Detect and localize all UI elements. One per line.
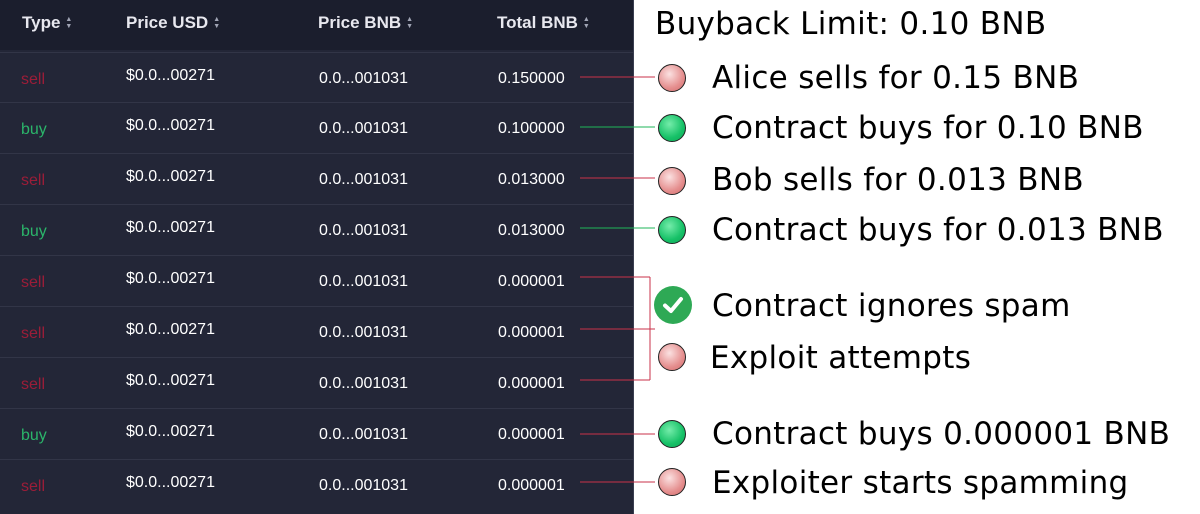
price-bnb-cell: 0.0...001031 bbox=[319, 222, 408, 239]
price-bnb-cell: 0.0...001031 bbox=[319, 171, 408, 188]
red-dot-icon bbox=[658, 167, 686, 195]
green-dot-icon bbox=[658, 114, 686, 142]
table-row[interactable]: buy $0.0...00271 0.0...001031 0.000001 bbox=[0, 408, 633, 460]
table-row[interactable]: sell $0.0...00271 0.0...001031 0.000001 bbox=[0, 357, 633, 409]
price-usd-cell: $0.0...00271 bbox=[126, 67, 215, 84]
annotation-text: Exploiter starts spamming bbox=[712, 465, 1129, 501]
total-bnb-cell: 0.013000 bbox=[498, 222, 565, 239]
price-usd-cell: $0.0...00271 bbox=[126, 168, 215, 185]
price-bnb-cell: 0.0...001031 bbox=[319, 120, 408, 137]
trade-type-cell: sell bbox=[21, 376, 46, 393]
column-header-price-usd[interactable]: Price USD ▲ ▼ bbox=[126, 13, 220, 33]
annotation-text: Contract buys for 0.10 BNB bbox=[712, 110, 1144, 146]
trade-type-cell: sell bbox=[21, 172, 46, 189]
price-bnb-cell: 0.0...001031 bbox=[319, 375, 408, 392]
column-header-label: Price BNB bbox=[318, 13, 402, 32]
total-bnb-cell: 0.013000 bbox=[498, 171, 565, 188]
price-usd-cell: $0.0...00271 bbox=[126, 423, 215, 440]
table-row[interactable]: buy $0.0...00271 0.0...001031 0.013000 bbox=[0, 204, 633, 256]
table-header: Type ▲ ▼ Price USD ▲ ▼ Price BNB ▲ ▼ Total … bbox=[0, 0, 633, 50]
table-row[interactable]: sell $0.0...00271 0.0...001031 0.000001 bbox=[0, 306, 633, 358]
price-usd-cell: $0.0...00271 bbox=[126, 372, 215, 389]
sort-icon[interactable]: ▲ ▼ bbox=[65, 16, 73, 30]
trade-history-table: Type ▲ ▼ Price USD ▲ ▼ Price BNB ▲ ▼ Total … bbox=[0, 0, 634, 514]
price-bnb-cell: 0.0...001031 bbox=[319, 70, 408, 87]
total-bnb-cell: 0.150000 bbox=[498, 70, 565, 87]
total-bnb-cell: 0.100000 bbox=[498, 120, 565, 137]
trade-type-cell: buy bbox=[21, 223, 47, 240]
table-row[interactable]: buy $0.0...00271 0.0...001031 0.100000 bbox=[0, 102, 633, 154]
trade-type-cell: sell bbox=[21, 478, 46, 495]
column-header-label: Price USD bbox=[126, 13, 209, 32]
price-bnb-cell: 0.0...001031 bbox=[319, 426, 408, 443]
trade-type-cell: buy bbox=[21, 121, 47, 138]
price-bnb-cell: 0.0...001031 bbox=[319, 324, 408, 341]
annotation-text: Contract buys 0.000001 BNB bbox=[712, 416, 1171, 452]
trade-type-cell: sell bbox=[21, 274, 46, 291]
red-dot-icon bbox=[658, 64, 686, 92]
annotation-text: Alice sells for 0.15 BNB bbox=[712, 60, 1080, 96]
price-bnb-cell: 0.0...001031 bbox=[319, 273, 408, 290]
trade-type-cell: sell bbox=[21, 71, 46, 88]
price-usd-cell: $0.0...00271 bbox=[126, 321, 215, 338]
column-header-label: Total BNB bbox=[497, 13, 578, 32]
table-row[interactable]: sell $0.0...00271 0.0...001031 0.013000 bbox=[0, 153, 633, 205]
sort-icon[interactable]: ▲ ▼ bbox=[582, 16, 590, 30]
table-row[interactable]: sell $0.0...00271 0.0...001031 0.000001 bbox=[0, 459, 633, 511]
total-bnb-cell: 0.000001 bbox=[498, 273, 565, 290]
trade-type-cell: buy bbox=[21, 427, 47, 444]
red-dot-icon bbox=[658, 343, 686, 371]
trade-type-cell: sell bbox=[21, 325, 46, 342]
green-dot-icon bbox=[658, 420, 686, 448]
price-usd-cell: $0.0...00271 bbox=[126, 474, 215, 491]
check-icon bbox=[654, 286, 692, 324]
total-bnb-cell: 0.000001 bbox=[498, 426, 565, 443]
total-bnb-cell: 0.000001 bbox=[498, 477, 565, 494]
column-header-type[interactable]: Type ▲ ▼ bbox=[22, 13, 72, 33]
total-bnb-cell: 0.000001 bbox=[498, 375, 565, 392]
red-dot-icon bbox=[658, 468, 686, 496]
column-header-price-bnb[interactable]: Price BNB ▲ ▼ bbox=[318, 13, 413, 33]
annotation-text: Bob sells for 0.013 BNB bbox=[712, 162, 1084, 198]
sort-icon[interactable]: ▲ ▼ bbox=[406, 16, 414, 30]
table-row[interactable]: sell $0.0...00271 0.0...001031 0.150000 bbox=[0, 52, 633, 104]
total-bnb-cell: 0.000001 bbox=[498, 324, 565, 341]
sort-icon[interactable]: ▲ ▼ bbox=[213, 16, 221, 30]
annotation-text: Contract buys for 0.013 BNB bbox=[712, 212, 1164, 248]
annotation-text: Exploit attempts bbox=[710, 340, 972, 376]
price-usd-cell: $0.0...00271 bbox=[126, 219, 215, 236]
column-header-label: Type bbox=[22, 13, 61, 32]
price-usd-cell: $0.0...00271 bbox=[126, 270, 215, 287]
annotation-text: Contract ignores spam bbox=[712, 288, 1071, 324]
table-row[interactable]: sell $0.0...00271 0.0...001031 0.000001 bbox=[0, 255, 633, 307]
price-usd-cell: $0.0...00271 bbox=[126, 117, 215, 134]
column-header-total-bnb[interactable]: Total BNB ▲ ▼ bbox=[497, 13, 590, 33]
buyback-limit-title: Buyback Limit: 0.10 BNB bbox=[655, 6, 1047, 42]
green-dot-icon bbox=[658, 216, 686, 244]
price-bnb-cell: 0.0...001031 bbox=[319, 477, 408, 494]
